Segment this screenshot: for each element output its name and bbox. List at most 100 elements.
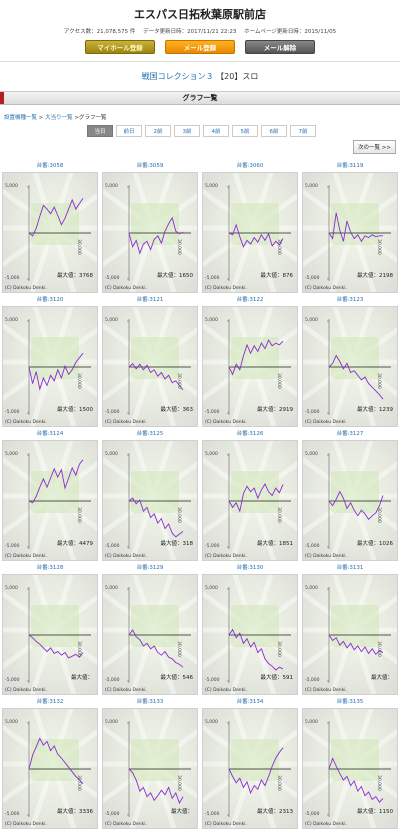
unit-graph-card: 台番:3119 5,000 -5,000 30,000 最大値：2198 (C) Daik… — [302, 162, 398, 293]
y-label-bottom: -5,000 — [5, 544, 20, 549]
unit-number-link[interactable]: 台番:3128 — [36, 565, 64, 571]
copyright-text: (C) Daikoku Denki. — [305, 554, 347, 559]
slump-graph[interactable]: 5,000 -5,000 30,000 最大値：546 (C) Daikoku Denk… — [102, 574, 198, 695]
y-label-bottom: -5,000 — [105, 276, 120, 281]
tab-4-days-before[interactable]: 4前 — [203, 125, 229, 137]
tab-5-days-before[interactable]: 5前 — [232, 125, 258, 137]
max-value: 最大値：2198 — [357, 273, 393, 279]
y-label-top: 5,000 — [305, 184, 318, 189]
unit-number-link[interactable]: 台番:3134 — [236, 699, 264, 705]
background-panel — [131, 471, 179, 513]
background-panel — [331, 337, 379, 379]
tab-7-days-before[interactable]: 7前 — [290, 125, 316, 137]
background-panel — [231, 739, 279, 781]
my-hall-register-button[interactable]: マイホール登録 — [85, 40, 155, 54]
unit-number-link[interactable]: 台番:3127 — [336, 431, 364, 437]
slump-graph[interactable]: 5,000 -5,000 30,000 最大値：2313 (C) Daikoku Den… — [202, 708, 298, 829]
tab-6-days-before[interactable]: 6前 — [261, 125, 287, 137]
slump-graph[interactable]: 5,000 -5,000 30,000 最大値：876 (C) Daikoku Denk… — [202, 172, 298, 293]
slump-graph[interactable]: 5,000 -5,000 30,000 最大値：1150 (C) Daikoku Den… — [302, 708, 398, 829]
unit-number-link[interactable]: 台番:3130 — [236, 565, 264, 571]
unit-graph-card: 台番:3126 5,000 -5,000 30,000 最大値：1851 (C) Daik… — [202, 430, 298, 561]
machine-title: 戦国コレクション３ 【20】スロ — [0, 71, 400, 83]
x-label-max: 30,000 — [376, 641, 381, 657]
mail-unregister-button[interactable]: メール解除 — [245, 40, 315, 54]
y-label-top: 5,000 — [205, 720, 218, 725]
tab-2-days-before[interactable]: 2前 — [145, 125, 171, 137]
unit-number-link[interactable]: 台番:3126 — [236, 431, 264, 437]
slump-graph[interactable]: 5,000 -5,000 30,000 最大値： (C) Daikoku Denki. — [302, 574, 398, 695]
copyright-text: (C) Daikoku Denki. — [305, 286, 347, 291]
slump-graph[interactable]: 5,000 -5,000 30,000 最大値： (C) Daikoku Denki. — [2, 574, 98, 695]
y-label-bottom: -5,000 — [305, 410, 320, 415]
unit-number-link[interactable]: 台番:3124 — [36, 431, 64, 437]
y-label-top: 5,000 — [5, 720, 18, 725]
max-value: 最大値：1500 — [57, 407, 93, 413]
copyright-text: (C) Daikoku Denki. — [5, 420, 47, 425]
slump-graph[interactable]: 5,000 -5,000 30,000 最大値：1026 (C) Daikoku Den… — [302, 440, 398, 561]
graph-canvas — [103, 441, 197, 560]
tab-today[interactable]: 当日 — [87, 125, 113, 137]
unit-number-link[interactable]: 台番:3060 — [236, 163, 264, 169]
machine-name-link[interactable]: 戦国コレクション３ — [141, 72, 214, 81]
y-label-top: 5,000 — [105, 318, 118, 323]
y-label-top: 5,000 — [305, 318, 318, 323]
slump-graph[interactable]: 5,000 -5,000 30,000 最大値：2198 (C) Daikoku Den… — [302, 172, 398, 293]
slump-graph[interactable]: 5,000 -5,000 30,000 最大値：1500 (C) Daikoku Den… — [2, 306, 98, 427]
graph-canvas — [203, 173, 297, 292]
slump-graph[interactable]: 5,000 -5,000 30,000 最大値：3336 (C) Daikoku Den… — [2, 708, 98, 829]
unit-number-link[interactable]: 台番:3125 — [136, 431, 164, 437]
slump-graph[interactable]: 5,000 -5,000 30,000 最大値：1851 (C) Daikoku Den… — [202, 440, 298, 561]
mail-register-button[interactable]: メール登録 — [165, 40, 235, 54]
slump-graph[interactable]: 5,000 -5,000 30,000 最大値：3768 (C) Daikoku Den… — [2, 172, 98, 293]
breadcrumb-machine-list[interactable]: 設置機種一覧 — [4, 115, 38, 121]
unit-number-link[interactable]: 台番:3131 — [336, 565, 364, 571]
slump-graph[interactable]: 5,000 -5,000 30,000 最大値：1650 (C) Daikoku Den… — [102, 172, 198, 293]
graph-canvas — [303, 173, 397, 292]
tab-3-days-before[interactable]: 3前 — [174, 125, 200, 137]
y-label-bottom: -5,000 — [5, 276, 20, 281]
coin-diff-line — [228, 223, 284, 248]
unit-number-link[interactable]: 台番:3122 — [236, 297, 264, 303]
unit-number-link[interactable]: 台番:3135 — [336, 699, 364, 705]
tab-previous-day[interactable]: 前日 — [116, 125, 142, 137]
max-value: 最大値： — [70, 675, 93, 681]
copyright-text: (C) Daikoku Denki. — [105, 822, 147, 827]
slump-graph[interactable]: 5,000 -5,000 30,000 最大値：318 (C) Daikoku Denk… — [102, 440, 198, 561]
unit-graph-card: 台番:3120 5,000 -5,000 30,000 最大値：1500 (C) Daik… — [2, 296, 98, 427]
unit-graph-card: 台番:3132 5,000 -5,000 30,000 最大値：3336 (C) Daik… — [2, 698, 98, 829]
section-title: グラフ一覧 — [0, 91, 400, 105]
x-label-max: 30,000 — [276, 239, 281, 255]
max-value: 最大値：2919 — [257, 407, 293, 413]
next-list-button[interactable]: 次の一覧 >> — [353, 140, 396, 154]
y-label-bottom: -5,000 — [5, 812, 20, 817]
unit-number-link[interactable]: 台番:3133 — [136, 699, 164, 705]
y-label-bottom: -5,000 — [205, 276, 220, 281]
unit-number-link[interactable]: 台番:3119 — [336, 163, 364, 169]
unit-number-link[interactable]: 台番:3058 — [36, 163, 64, 169]
slump-graph[interactable]: 5,000 -5,000 30,000 最大値：1239 (C) Daikoku Den… — [302, 306, 398, 427]
slump-graph[interactable]: 5,000 -5,000 30,000 最大値：2919 (C) Daikoku Den… — [202, 306, 298, 427]
unit-number-link[interactable]: 台番:3132 — [36, 699, 64, 705]
slump-graph[interactable]: 5,000 -5,000 30,000 最大値： (C) Daikoku Denki. — [102, 708, 198, 829]
unit-number-link[interactable]: 台番:3129 — [136, 565, 164, 571]
y-label-bottom: -5,000 — [205, 678, 220, 683]
slump-graph[interactable]: 5,000 -5,000 30,000 最大値：363 (C) Daikoku Denk… — [102, 306, 198, 427]
unit-number-link[interactable]: 台番:3120 — [36, 297, 64, 303]
slump-graph[interactable]: 5,000 -5,000 30,000 最大値：4479 (C) Daikoku Den… — [2, 440, 98, 561]
y-label-top: 5,000 — [5, 184, 18, 189]
max-value: 最大値：318 — [160, 541, 194, 547]
unit-number-link[interactable]: 台番:3059 — [136, 163, 164, 169]
max-value: 最大値：1650 — [157, 273, 193, 279]
unit-number-link[interactable]: 台番:3121 — [136, 297, 164, 303]
unit-number-link[interactable]: 台番:3123 — [336, 297, 364, 303]
x-label-max: 30,000 — [76, 775, 81, 791]
copyright-text: (C) Daikoku Denki. — [205, 554, 247, 559]
coin-diff-line — [128, 629, 184, 668]
slump-graph[interactable]: 5,000 -5,000 30,000 最大値：591 (C) Daikoku Denk… — [202, 574, 298, 695]
breadcrumb-jackpot-list[interactable]: 大当り一覧 — [45, 115, 73, 121]
y-label-top: 5,000 — [105, 586, 118, 591]
machine-rate: 【20】スロ — [216, 72, 259, 81]
copyright-text: (C) Daikoku Denki. — [205, 688, 247, 693]
unit-graph-card: 台番:3058 5,000 -5,000 30,000 最大値：3768 (C) Daik… — [2, 162, 98, 293]
